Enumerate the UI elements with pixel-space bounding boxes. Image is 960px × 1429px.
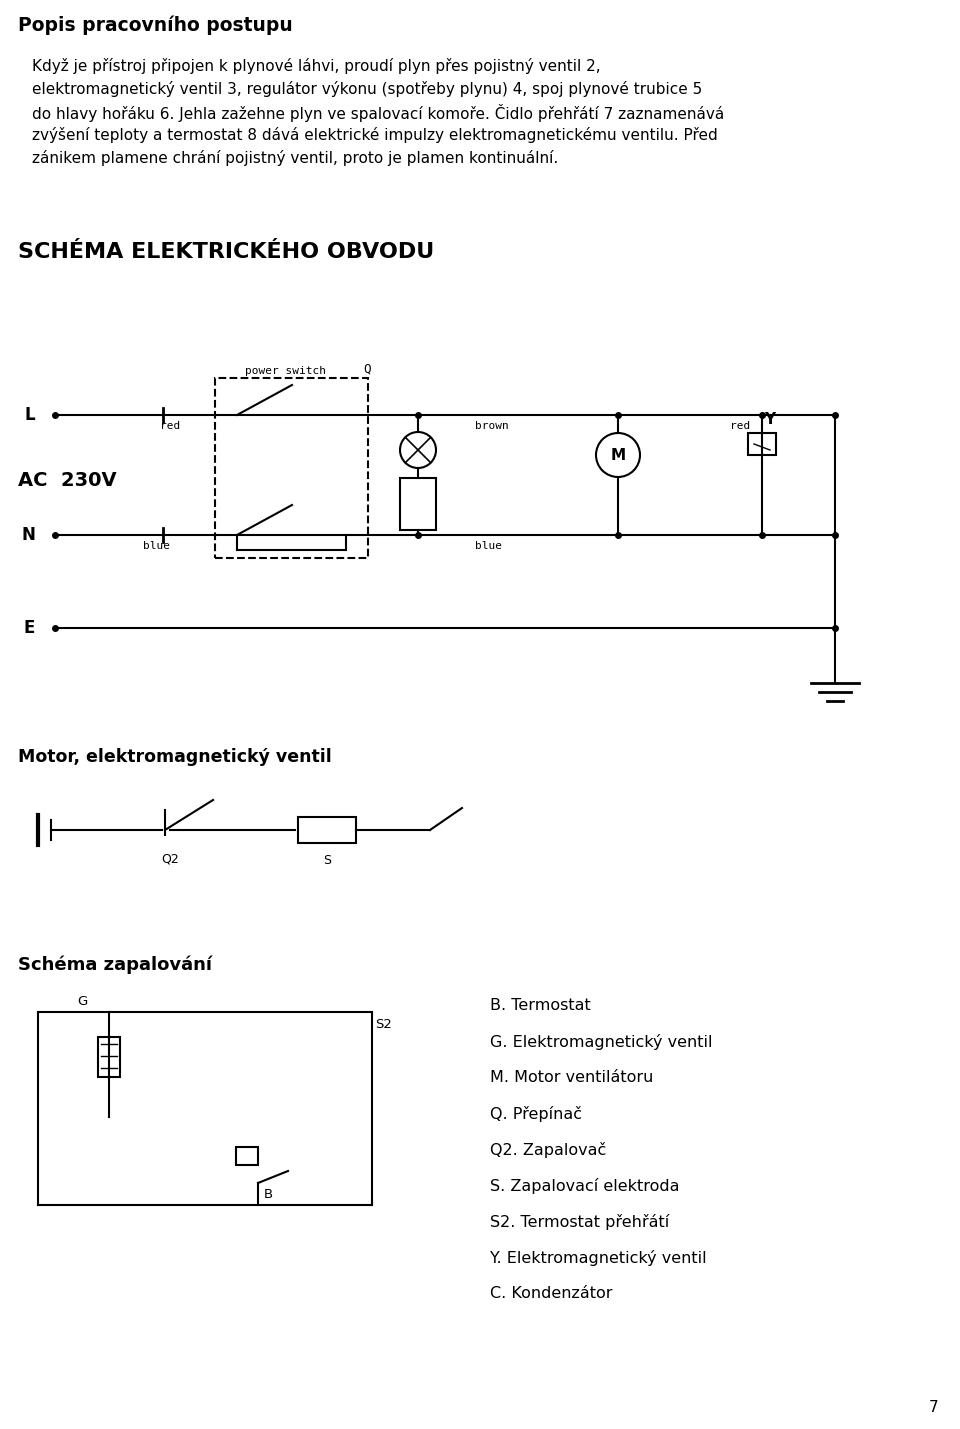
Text: Q2: Q2: [161, 852, 179, 865]
Text: M: M: [611, 447, 626, 463]
Bar: [298, 817, 356, 843]
Text: AC  230V: AC 230V: [18, 470, 116, 490]
Text: Popis pracovního postupu: Popis pracovního postupu: [18, 14, 293, 34]
Text: blue: blue: [475, 542, 502, 552]
Text: zánikem plamene chrání pojistný ventil, proto je plamen kontinuální.: zánikem plamene chrání pojistný ventil, …: [32, 150, 559, 166]
Text: S: S: [323, 855, 331, 867]
Text: C. Kondenzátor: C. Kondenzátor: [490, 1286, 612, 1300]
Text: red: red: [730, 422, 751, 432]
Text: N: N: [21, 526, 35, 544]
Text: Schéma zapalování: Schéma zapalování: [18, 955, 212, 973]
Text: power switch: power switch: [245, 366, 326, 376]
Bar: [748, 433, 776, 454]
Circle shape: [596, 433, 640, 477]
Text: M. Motor ventilátoru: M. Motor ventilátoru: [490, 1070, 654, 1085]
Text: G. Elektromagnetický ventil: G. Elektromagnetický ventil: [490, 1035, 712, 1050]
Bar: [236, 1147, 258, 1165]
Text: elektromagnetický ventil 3, regulátor výkonu (spotřeby plynu) 4, spoj plynové tr: elektromagnetický ventil 3, regulátor vý…: [32, 81, 703, 97]
Text: Q. Přepínač: Q. Přepínač: [490, 1106, 582, 1122]
Text: L: L: [24, 406, 35, 424]
Text: blue: blue: [143, 542, 170, 552]
Bar: [400, 477, 436, 530]
Text: G: G: [78, 995, 88, 1007]
Text: do hlavy hořáku 6. Jehla zažehne plyn ve spalovací komoře. Čidlo přehřátí 7 zazn: do hlavy hořáku 6. Jehla zažehne plyn ve…: [32, 104, 724, 121]
Text: E: E: [24, 619, 35, 637]
Text: Y: Y: [764, 412, 775, 427]
Text: Y. Elektromagnetický ventil: Y. Elektromagnetický ventil: [490, 1250, 707, 1266]
Text: Q2. Zapalovač: Q2. Zapalovač: [490, 1142, 607, 1157]
Text: B: B: [264, 1187, 274, 1200]
Text: S2. Termostat přehřátí: S2. Termostat přehřátí: [490, 1215, 669, 1230]
Text: Když je přístroj připojen k plynové láhvi, proudí plyn přes pojistný ventil 2,: Když je přístroj připojen k plynové láhv…: [32, 59, 601, 74]
Text: red: red: [160, 422, 180, 432]
Text: S. Zapalovací elektroda: S. Zapalovací elektroda: [490, 1177, 680, 1195]
Text: Q: Q: [363, 363, 371, 376]
Text: Motor, elektromagnetický ventil: Motor, elektromagnetický ventil: [18, 747, 332, 766]
Bar: [98, 1037, 120, 1077]
Text: 7: 7: [928, 1400, 938, 1415]
Text: zvýšení teploty a termostat 8 dává elektrické impulzy elektromagnetickému ventil: zvýšení teploty a termostat 8 dává elekt…: [32, 127, 718, 143]
Text: brown: brown: [475, 422, 509, 432]
Text: S2: S2: [375, 1017, 392, 1030]
Text: B. Termostat: B. Termostat: [490, 997, 590, 1013]
Text: SCHÉMA ELEKTRICKÉHO OBVODU: SCHÉMA ELEKTRICKÉHO OBVODU: [18, 242, 434, 262]
Circle shape: [400, 432, 436, 469]
